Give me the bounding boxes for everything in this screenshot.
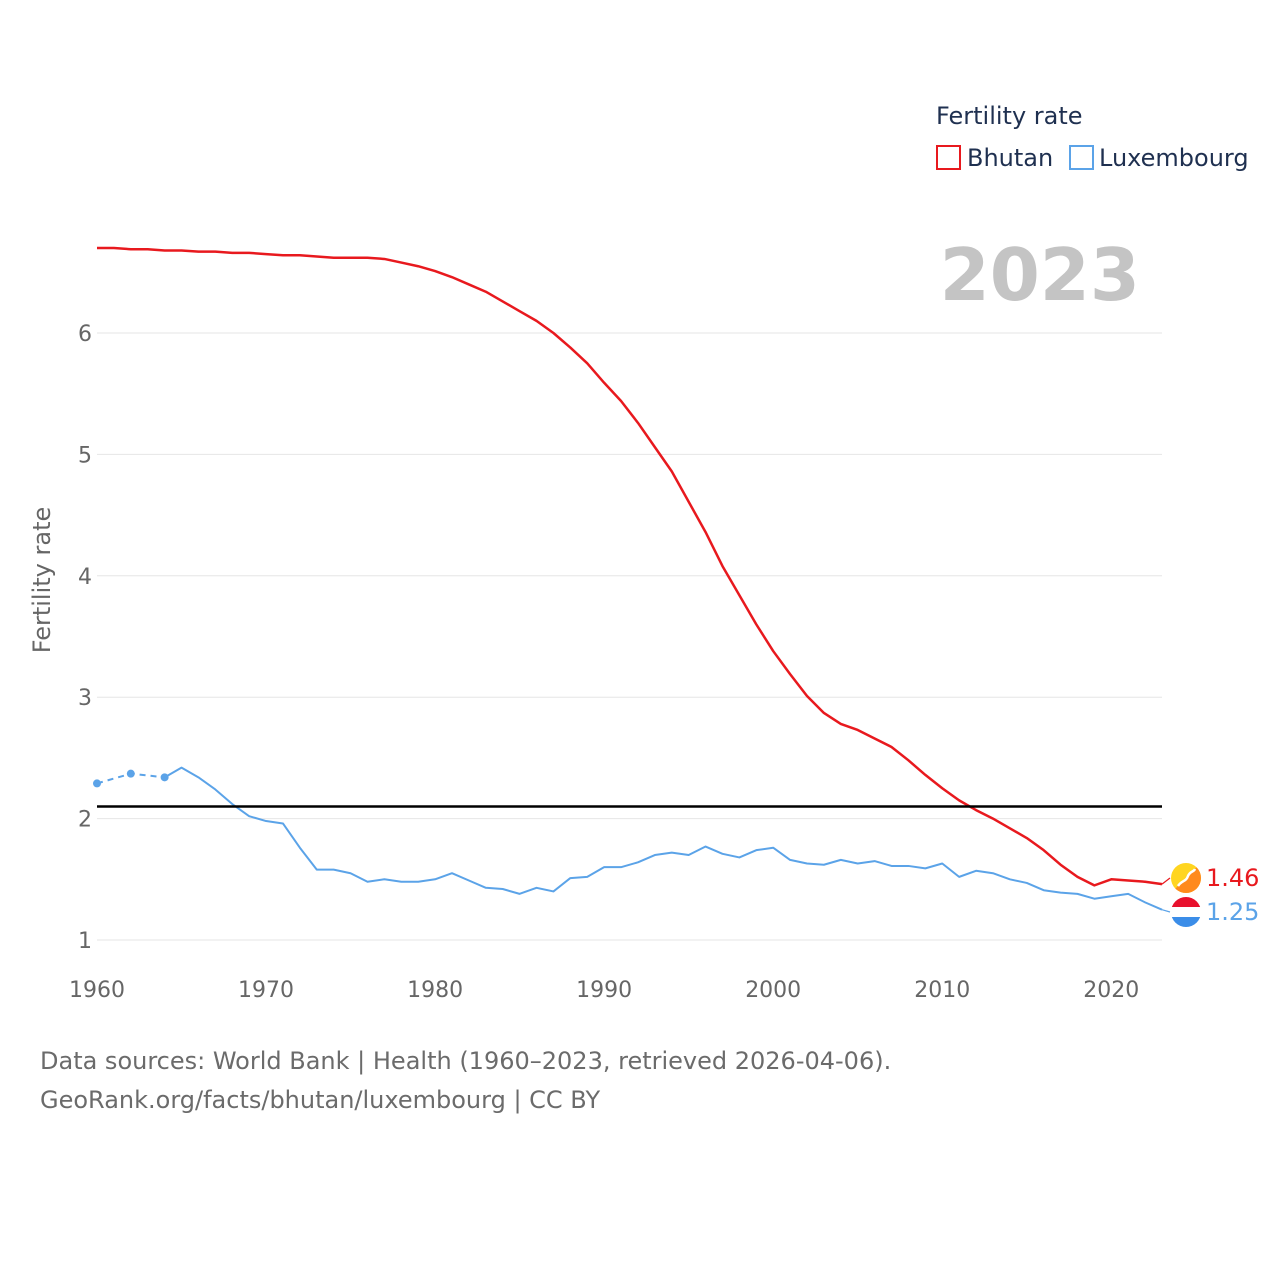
source-link[interactable]: GeoRank.org/facts/bhutan/luxembourg | CC… <box>40 1086 601 1114</box>
source-line: Data sources: World Bank | Health (1960–… <box>40 1047 892 1075</box>
series-point-luxembourg <box>126 769 135 778</box>
series-line-luxembourg <box>164 766 1163 911</box>
legend-label-luxembourg: Luxembourg <box>1099 144 1249 172</box>
legend: Fertility rate Bhutan Luxembourg <box>936 102 1249 172</box>
series-point-luxembourg <box>93 779 101 788</box>
legend-label-bhutan: Bhutan <box>967 144 1053 172</box>
x-tick-label: 2020 <box>1083 978 1139 1003</box>
bhutan-connector <box>1161 877 1171 885</box>
y-axis-label: Fertility rate <box>28 507 56 654</box>
source-note: Data sources: World Bank | Health (1960–… <box>40 1042 891 1120</box>
luxembourg-connector <box>1161 909 1171 913</box>
legend-swatch-luxembourg <box>1069 145 1094 170</box>
x-tick-label: 1970 <box>238 978 294 1003</box>
series-layer <box>93 246 1163 911</box>
x-tick-label: 1990 <box>576 978 632 1003</box>
y-tick-label: 5 <box>78 443 92 468</box>
y-axis-ticks: 1 2 3 4 5 6 <box>78 322 92 954</box>
year-label: 2023 <box>940 233 1140 317</box>
y-tick-label: 6 <box>78 322 92 347</box>
legend-swatch-bhutan <box>936 145 961 170</box>
y-tick-label: 3 <box>78 686 92 711</box>
y-tick-label: 2 <box>78 808 92 833</box>
x-tick-label: 1980 <box>407 978 463 1003</box>
legend-title: Fertility rate <box>936 102 1083 130</box>
x-axis-ticks: 1960 1970 1980 1990 2000 2010 2020 <box>69 978 1139 1003</box>
end-labels: 1.46 1.25 <box>1161 863 1259 927</box>
x-tick-label: 2000 <box>745 978 801 1003</box>
bhutan-flag-icon <box>1171 863 1201 893</box>
gridlines <box>97 332 1162 941</box>
y-tick-label: 1 <box>78 929 92 954</box>
luxembourg-end-value: 1.25 <box>1206 898 1259 926</box>
luxembourg-flag-icon <box>1171 897 1201 927</box>
x-tick-label: 2010 <box>914 978 970 1003</box>
bhutan-end-value: 1.46 <box>1206 864 1259 892</box>
y-tick-label: 4 <box>78 565 92 590</box>
series-line-bhutan <box>97 246 1163 887</box>
x-tick-label: 1960 <box>69 978 125 1003</box>
